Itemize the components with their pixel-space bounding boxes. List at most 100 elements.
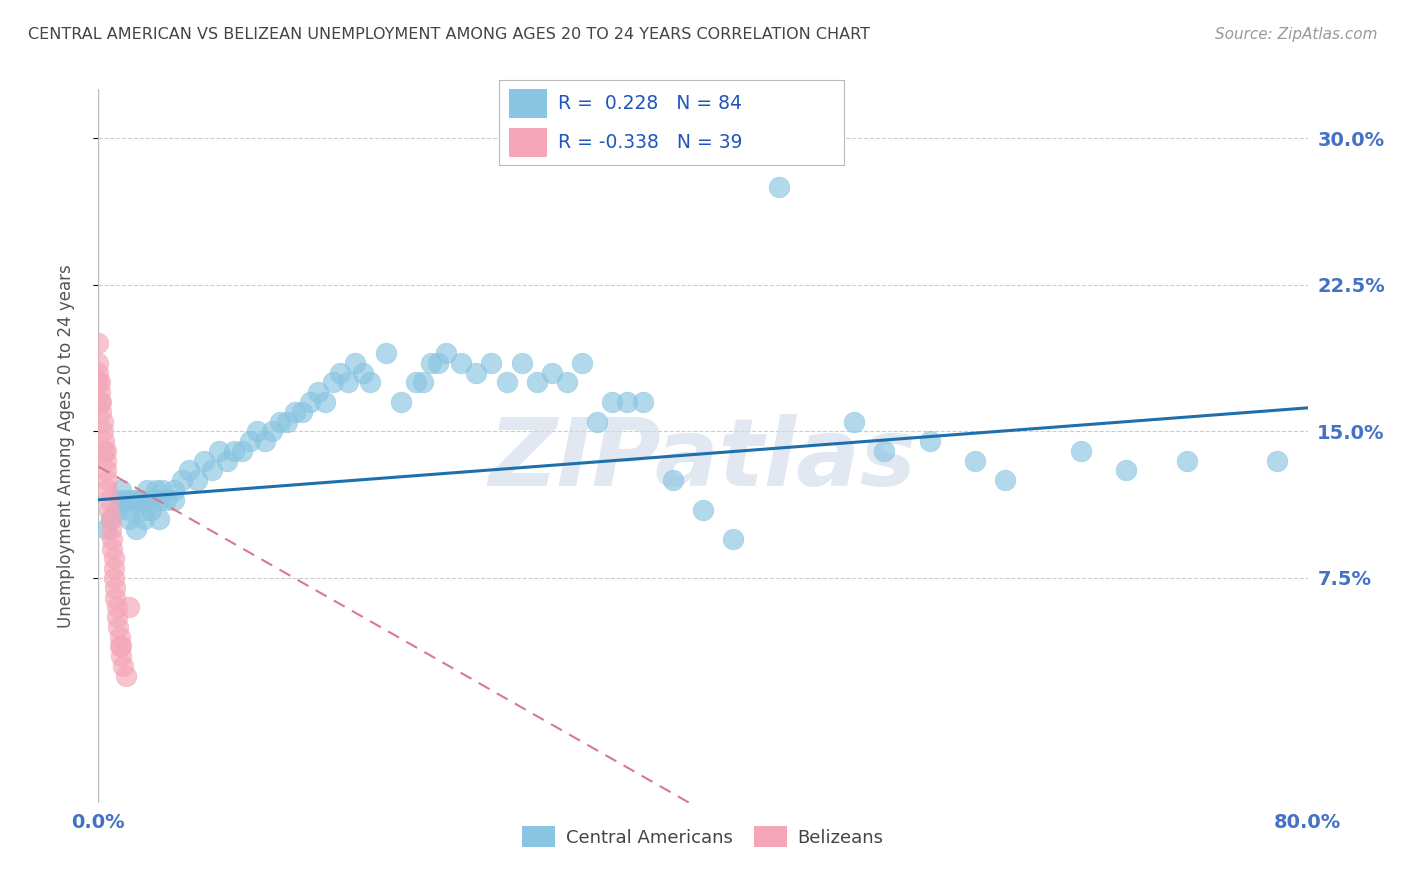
Point	[994, 473, 1017, 487]
Point	[87, 336, 110, 351]
Point	[481, 356, 503, 370]
Point	[150, 483, 173, 497]
Point	[412, 376, 434, 390]
Point	[96, 473, 118, 487]
Legend: Central Americans, Belizeans: Central Americans, Belizeans	[515, 819, 891, 855]
Point	[155, 492, 177, 507]
Point	[90, 395, 112, 409]
Point	[571, 356, 593, 370]
Point	[193, 453, 215, 467]
Point	[110, 640, 132, 654]
Point	[692, 502, 714, 516]
Point	[420, 356, 443, 370]
Point	[510, 356, 533, 370]
Point	[148, 512, 170, 526]
Point	[768, 180, 790, 194]
Point	[125, 492, 148, 507]
Point	[215, 453, 238, 467]
Point	[114, 492, 136, 507]
Point	[93, 443, 115, 458]
Point	[389, 395, 412, 409]
Point	[105, 600, 128, 615]
Point	[103, 561, 125, 575]
Point	[434, 346, 457, 360]
Point	[170, 473, 193, 487]
Text: Source: ZipAtlas.com: Source: ZipAtlas.com	[1215, 27, 1378, 42]
Point	[201, 463, 224, 477]
Point	[540, 366, 562, 380]
Point	[98, 492, 121, 507]
Point	[231, 443, 253, 458]
Point	[322, 376, 344, 390]
Point	[125, 522, 148, 536]
Point	[104, 581, 127, 595]
Point	[291, 405, 314, 419]
Point	[89, 385, 111, 400]
Point	[179, 463, 201, 477]
Point	[723, 532, 745, 546]
Point	[360, 376, 382, 390]
Point	[631, 395, 654, 409]
Point	[87, 376, 110, 390]
Point	[1175, 453, 1198, 467]
Point	[100, 512, 122, 526]
Point	[87, 356, 110, 370]
Point	[314, 395, 336, 409]
Point	[586, 415, 609, 429]
Point	[105, 502, 128, 516]
Point	[495, 376, 517, 390]
Point	[1070, 443, 1092, 458]
Point	[344, 356, 367, 370]
Point	[110, 492, 132, 507]
Point	[94, 453, 117, 467]
Point	[94, 522, 117, 536]
Point	[91, 425, 114, 439]
Point	[329, 366, 352, 380]
Y-axis label: Unemployment Among Ages 20 to 24 years: Unemployment Among Ages 20 to 24 years	[56, 264, 75, 628]
Point	[427, 356, 450, 370]
Point	[307, 385, 329, 400]
Point	[90, 405, 112, 419]
Point	[110, 483, 132, 497]
Point	[108, 630, 131, 644]
Point	[163, 492, 186, 507]
Text: CENTRAL AMERICAN VS BELIZEAN UNEMPLOYMENT AMONG AGES 20 TO 24 YEARS CORRELATION : CENTRAL AMERICAN VS BELIZEAN UNEMPLOYMEN…	[28, 27, 870, 42]
Point	[132, 502, 155, 516]
Point	[141, 502, 163, 516]
Point	[526, 376, 548, 390]
Point	[276, 415, 298, 429]
Point	[100, 512, 122, 526]
Point	[555, 376, 578, 390]
Point	[110, 649, 132, 664]
Point	[602, 395, 624, 409]
Point	[253, 434, 276, 449]
Point	[965, 453, 987, 467]
Point	[616, 395, 638, 409]
Point	[141, 492, 163, 507]
Point	[93, 434, 115, 449]
Point	[105, 610, 128, 624]
Point	[262, 425, 284, 439]
Point	[224, 443, 246, 458]
Text: ZIPatlas: ZIPatlas	[489, 414, 917, 507]
Point	[1115, 463, 1137, 477]
Point	[101, 541, 124, 556]
Point	[129, 492, 152, 507]
Point	[873, 443, 896, 458]
Point	[118, 512, 141, 526]
Point	[118, 502, 141, 516]
Point	[108, 640, 131, 654]
Text: R = -0.338   N = 39: R = -0.338 N = 39	[558, 133, 742, 152]
Point	[98, 502, 121, 516]
Point	[246, 425, 269, 439]
Point	[284, 405, 307, 419]
Point	[797, 121, 820, 136]
Point	[186, 473, 208, 487]
Point	[465, 366, 488, 380]
Text: R =  0.228   N = 84: R = 0.228 N = 84	[558, 94, 742, 112]
Point	[661, 473, 683, 487]
Point	[844, 415, 866, 429]
Point	[87, 366, 110, 380]
Point	[89, 376, 111, 390]
Point	[104, 591, 127, 605]
